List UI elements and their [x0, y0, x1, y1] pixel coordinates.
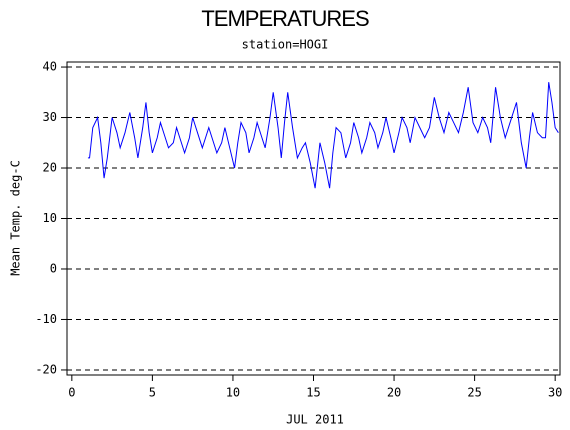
y-tick-label: 20 [43, 161, 57, 175]
x-tick-label: 10 [226, 386, 240, 400]
x-tick-label: 20 [387, 386, 401, 400]
x-tick-label: 5 [149, 386, 156, 400]
temperature-line [87, 82, 559, 189]
y-tick-label: 30 [43, 110, 57, 124]
x-axis-label: JUL 2011 [286, 413, 344, 427]
y-tick-label: 0 [50, 261, 57, 275]
chart-subtitle: station=HOGI [242, 38, 329, 52]
y-axis-label: Mean Temp. deg-C [9, 160, 23, 276]
y-tick-label: -20 [35, 362, 57, 376]
x-tick-label: 25 [467, 386, 481, 400]
y-tick-label: 10 [43, 211, 57, 225]
y-tick-label: 40 [43, 60, 57, 74]
y-tick-label: -10 [35, 312, 57, 326]
x-tick-label: 15 [306, 386, 320, 400]
x-tick-label: 30 [548, 386, 562, 400]
chart-title: TEMPERATURES [201, 6, 369, 31]
x-tick-label: 0 [68, 386, 75, 400]
